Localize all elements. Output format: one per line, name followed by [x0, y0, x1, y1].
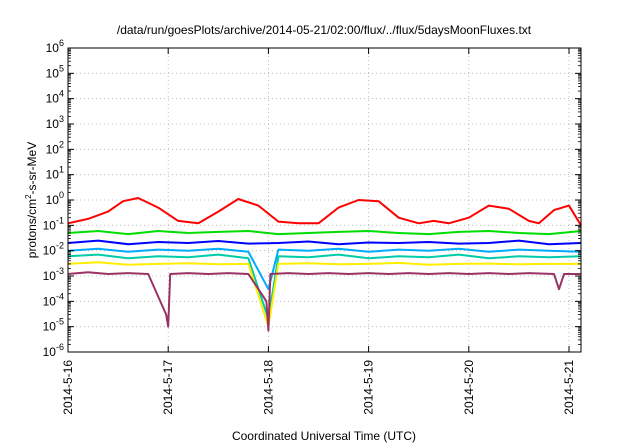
series-line-7: [67, 271, 581, 332]
y-tick-label: 105: [46, 63, 64, 80]
x-tick-label: 2014-5-20: [462, 360, 476, 415]
y-axis-label-suffix: -s-sr-MeV: [25, 142, 39, 195]
y-tick-label: 103: [46, 114, 64, 131]
series-layer: [67, 197, 582, 332]
y-tick-label: 10-4: [43, 291, 64, 308]
x-tick-label: 2014-5-18: [261, 360, 275, 415]
x-tick-label: 2014-5-21: [562, 360, 576, 415]
plot-border: [67, 47, 582, 353]
grid-layer: [68, 48, 581, 352]
series-line-2: [67, 230, 582, 236]
y-axis-label-prefix: protons/cm: [25, 199, 39, 258]
series-line-3: [67, 239, 582, 246]
y-tick-label: 102: [46, 139, 64, 156]
y-tick-label: 106: [46, 38, 64, 55]
x-axis-label: Coordinated Universal Time (UTC): [232, 429, 416, 443]
y-tick-label: 104: [46, 89, 64, 106]
y-axis-label-superscript: 2: [24, 194, 33, 199]
y-axis-label: protons/cm2-s-sr-MeV: [24, 142, 39, 258]
y-tick-label: 10-3: [43, 266, 64, 283]
series-line-5: [67, 253, 582, 320]
x-tick-label: 2014-5-19: [362, 360, 376, 415]
y-tick-label: 10-2: [43, 241, 64, 258]
x-tick-label: 2014-5-16: [61, 360, 75, 415]
y-tick-label: 10-6: [43, 342, 64, 359]
series-line-1: [67, 197, 582, 226]
y-tick-label: 10-5: [43, 317, 64, 334]
y-tick-label: 100: [46, 190, 64, 207]
chart-title: /data/run/goesPlots/archive/2014-05-21/0…: [117, 23, 532, 37]
y-tick-label: 101: [46, 165, 64, 182]
series-line-4: [67, 247, 582, 291]
series-line-6: [67, 261, 581, 328]
x-tick-label: 2014-5-17: [161, 360, 175, 415]
axis-layer: 10-6 10-5 10-4 10-3 10-2 10-1 100 101 102 103 104 1…: [43, 38, 582, 415]
y-tick-label: 10-1: [43, 215, 64, 232]
